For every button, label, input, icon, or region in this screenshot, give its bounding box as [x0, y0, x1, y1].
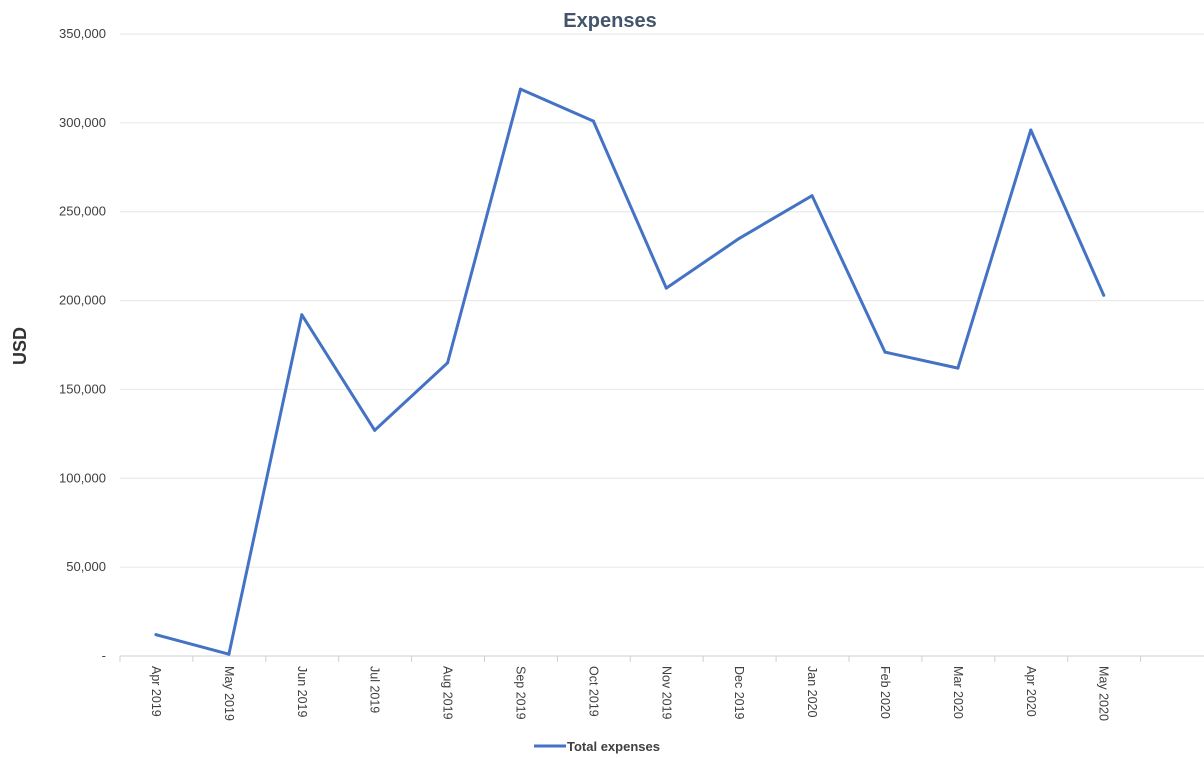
data-point [446, 361, 450, 365]
data-point [956, 366, 960, 370]
y-tick-label: 150,000 [59, 381, 106, 396]
data-point [591, 119, 595, 123]
chart-title: Expenses [563, 10, 656, 32]
data-point [227, 652, 231, 656]
y-tick-label: 250,000 [59, 204, 106, 219]
x-tick-label: Jan 2020 [805, 666, 819, 717]
y-tick-label: 200,000 [59, 293, 106, 308]
y-tick-label: 300,000 [59, 115, 106, 130]
x-tick-label: Sep 2019 [514, 666, 528, 720]
gridlines [120, 33, 1204, 568]
data-point [300, 313, 304, 317]
y-tick-label: - [102, 648, 106, 663]
legend-label: Total expenses [567, 739, 660, 754]
data-point [737, 236, 741, 240]
x-tick-label: Apr 2020 [1024, 666, 1038, 717]
y-axis-ticks: - 50,000 100,000 150,000 200,000 250,000 300,0… [59, 26, 106, 663]
data-point [519, 87, 522, 91]
x-tick-label: Dec 2019 [732, 666, 746, 720]
x-tick-label: Aug 2019 [441, 666, 455, 720]
x-tick-label: May 2020 [1097, 666, 1111, 721]
x-tick-label: Mar 2020 [951, 666, 965, 719]
y-tick-label: 350,000 [59, 26, 106, 41]
x-tick-label: Apr 2019 [149, 666, 163, 717]
data-point [373, 428, 377, 432]
x-axis: Apr 2019 May 2019 Jun 2019 Jul 2019 Aug 2019… [119, 655, 1204, 721]
data-point [664, 286, 668, 290]
data-point [154, 633, 158, 637]
x-tick-label: Oct 2019 [586, 666, 600, 717]
x-tick-label: May 2019 [222, 666, 236, 721]
data-point [810, 194, 814, 198]
x-tick-label: Jul 2019 [368, 666, 382, 713]
series-lines [154, 87, 1106, 656]
data-point [1102, 293, 1106, 297]
y-axis-label: USD [10, 327, 30, 365]
data-point [883, 350, 887, 354]
y-tick-label: 100,000 [59, 470, 106, 485]
x-tick-label: Nov 2019 [659, 666, 673, 720]
series-line [154, 87, 1106, 656]
data-point [1029, 128, 1033, 132]
y-tick-label: 50,000 [66, 559, 106, 574]
x-tick-label: Jun 2019 [295, 666, 309, 717]
x-tick-label: Feb 2020 [878, 666, 892, 719]
legend: Total expenses [534, 739, 660, 754]
